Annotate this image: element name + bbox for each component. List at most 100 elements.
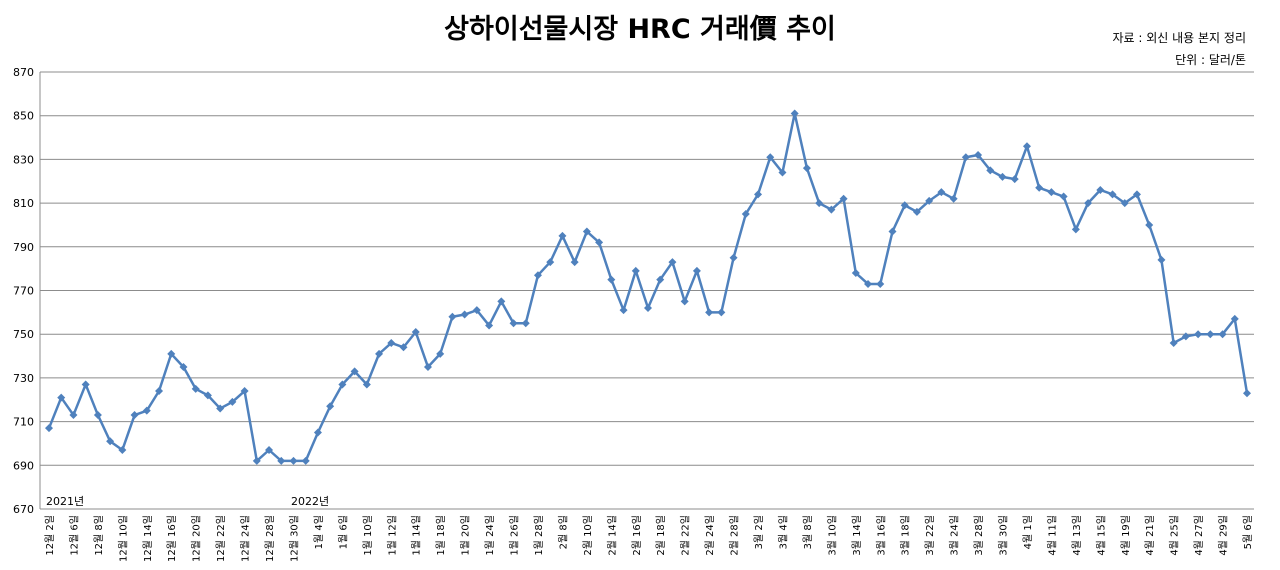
x-tick-label: 2월 22일 xyxy=(680,515,692,556)
point-marker xyxy=(326,402,335,411)
point-marker xyxy=(656,275,665,284)
point-marker xyxy=(1120,199,1129,208)
x-tick-label: 1월 28일 xyxy=(533,515,545,556)
point-marker xyxy=(1084,199,1093,208)
y-tick-label: 690 xyxy=(13,459,34,472)
point-marker xyxy=(106,437,115,446)
point-marker xyxy=(387,338,396,347)
point-marker xyxy=(179,362,188,371)
point-marker xyxy=(1157,255,1166,264)
point-marker xyxy=(1169,338,1178,347)
point-marker xyxy=(1206,330,1215,339)
x-tick-label: 12월 6일 xyxy=(68,515,80,556)
x-tick-label: 12월 30일 xyxy=(288,515,300,562)
point-marker xyxy=(876,279,885,288)
point-marker xyxy=(668,258,677,267)
point-marker xyxy=(974,151,983,160)
point-marker xyxy=(313,428,322,437)
point-marker xyxy=(802,164,811,173)
x-tick-label: 4월 15일 xyxy=(1095,515,1107,556)
point-marker xyxy=(509,319,518,328)
point-marker xyxy=(57,393,66,402)
x-tick-label: 1월 14일 xyxy=(411,515,423,556)
chart-title: 상하이선물시장 HRC 거래價 추이 xyxy=(444,14,836,45)
point-marker xyxy=(1035,183,1044,192)
point-marker xyxy=(436,349,445,358)
point-marker xyxy=(1243,389,1251,398)
x-tick-label: 2월 10일 xyxy=(582,515,594,556)
point-marker xyxy=(607,275,616,284)
x-tick-label: 2월 18일 xyxy=(655,515,667,556)
point-marker xyxy=(130,411,139,420)
point-marker xyxy=(1132,190,1141,199)
point-marker xyxy=(472,306,481,315)
point-marker xyxy=(961,153,970,162)
point-marker xyxy=(460,310,469,319)
x-tick-label: 1월 20일 xyxy=(460,515,472,556)
source-note: 자료 : 외신 내용 본지 정리 xyxy=(1112,31,1246,45)
point-marker xyxy=(1145,220,1154,229)
point-marker xyxy=(485,321,494,330)
point-marker xyxy=(925,196,934,205)
year-annotation: 2021년 xyxy=(46,495,84,508)
point-marker xyxy=(1059,192,1068,201)
point-marker xyxy=(191,384,200,393)
point-marker xyxy=(167,349,176,358)
x-tick-label: 1월 18일 xyxy=(435,515,447,556)
point-marker xyxy=(45,424,53,433)
point-marker xyxy=(631,266,640,275)
point-marker xyxy=(912,207,921,216)
point-marker xyxy=(1218,330,1227,339)
point-marker xyxy=(1194,330,1203,339)
point-marker xyxy=(888,227,897,236)
x-tick-label: 3월 10일 xyxy=(826,515,838,556)
x-tick-label: 2월 28일 xyxy=(729,515,741,556)
point-marker xyxy=(338,380,347,389)
point-marker xyxy=(399,343,408,352)
y-tick-label: 730 xyxy=(13,372,34,385)
x-tick-label: 3월 4일 xyxy=(777,515,789,549)
y-tick-label: 670 xyxy=(13,503,34,516)
point-marker xyxy=(521,319,530,328)
x-tick-label: 12월 10일 xyxy=(117,515,129,562)
point-marker xyxy=(277,456,286,465)
point-marker xyxy=(240,387,249,396)
point-marker xyxy=(717,308,726,317)
point-marker xyxy=(827,205,836,214)
point-marker xyxy=(289,456,298,465)
point-marker xyxy=(778,168,787,177)
y-tick-label: 710 xyxy=(13,416,34,429)
x-tick-label: 4월 11일 xyxy=(1046,515,1058,556)
point-marker xyxy=(1230,314,1239,323)
year-annotation: 2022년 xyxy=(291,495,329,508)
x-tick-label: 12월 22일 xyxy=(215,515,227,562)
point-marker xyxy=(362,380,371,389)
x-tick-label: 2월 8일 xyxy=(557,515,569,549)
point-marker xyxy=(729,253,738,262)
x-tick-label: 4월 25일 xyxy=(1169,515,1181,556)
point-marker xyxy=(1071,225,1080,234)
point-marker xyxy=(1022,142,1031,151)
point-marker xyxy=(986,166,995,175)
point-marker xyxy=(815,199,824,208)
point-marker xyxy=(252,456,261,465)
point-marker xyxy=(69,411,78,420)
point-marker xyxy=(644,303,652,312)
point-marker xyxy=(595,238,604,247)
x-tick-label: 4월 13일 xyxy=(1071,515,1083,556)
point-marker xyxy=(741,210,750,219)
point-marker xyxy=(423,362,432,371)
point-marker xyxy=(448,312,457,321)
point-marker xyxy=(1096,185,1105,194)
point-marker xyxy=(558,231,567,240)
y-tick-label: 750 xyxy=(13,328,34,341)
point-marker xyxy=(411,328,420,337)
x-tick-label: 4월 19일 xyxy=(1120,515,1132,556)
x-tick-label: 3월 14일 xyxy=(851,515,863,556)
point-marker xyxy=(155,387,164,396)
point-marker xyxy=(142,406,151,415)
point-marker xyxy=(350,367,359,376)
point-marker xyxy=(1108,190,1117,199)
point-marker xyxy=(790,109,799,118)
x-tick-label: 12월 24일 xyxy=(240,515,252,562)
